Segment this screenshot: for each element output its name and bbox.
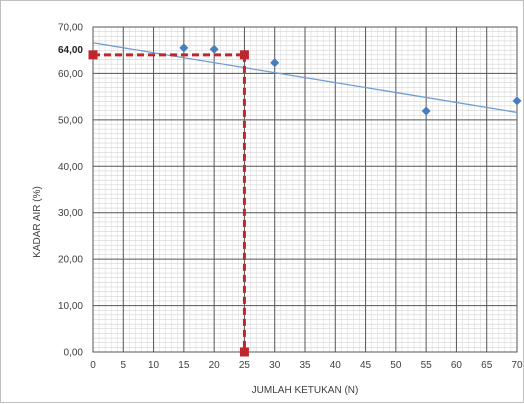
annotation-group: 64,00 <box>58 45 249 357</box>
tick-labels: 0 5 10 15 20 25 30 35 40 45 50 55 60 65 70 0,00 10,00 20,… <box>58 23 523 372</box>
x-tick-label: 60 <box>451 360 463 371</box>
x-tick-label: 30 <box>269 360 281 371</box>
data-point <box>421 106 431 116</box>
annotation-marker <box>239 50 249 60</box>
data-point <box>512 96 522 106</box>
annotation-marker <box>239 347 249 357</box>
x-tick-label: 35 <box>299 360 311 371</box>
x-tick-label: 20 <box>209 360 221 371</box>
x-tick-label: 15 <box>178 360 190 371</box>
x-tick-label: 50 <box>390 360 402 371</box>
axes <box>92 26 518 353</box>
x-tick-label: 55 <box>421 360 433 371</box>
y-tick-label: 50,00 <box>58 115 83 126</box>
y-tick-label: 10,00 <box>58 301 83 312</box>
x-tick-label: 65 <box>481 360 493 371</box>
data-point <box>209 44 219 54</box>
x-tick-label: 5 <box>121 360 127 371</box>
plot-area-border <box>92 26 518 353</box>
y-tick-label: 30,00 <box>58 208 83 219</box>
data-points <box>179 43 522 116</box>
annotation-label: 64,00 <box>58 45 83 56</box>
x-tick-label: 45 <box>360 360 372 371</box>
data-point <box>179 43 189 53</box>
y-tick-label: 40,00 <box>58 162 83 173</box>
x-axis-title: JUMLAH KETUKAN (N) <box>252 385 359 396</box>
x-tick-label: 10 <box>148 360 160 371</box>
y-tick-label: 20,00 <box>58 255 83 266</box>
x-tick-label: 40 <box>330 360 342 371</box>
y-tick-label: 70,00 <box>58 23 83 34</box>
y-axis-title: KADAR AIR (%) <box>32 186 43 258</box>
annotation-marker <box>88 50 98 60</box>
x-tick-label: 70 <box>511 360 523 371</box>
data-point <box>270 58 280 68</box>
y-tick-label: 60,00 <box>58 69 83 80</box>
y-tick-label: 0,00 <box>64 348 84 359</box>
x-tick-label: 25 <box>239 360 251 371</box>
x-tick-label: 0 <box>90 360 96 371</box>
